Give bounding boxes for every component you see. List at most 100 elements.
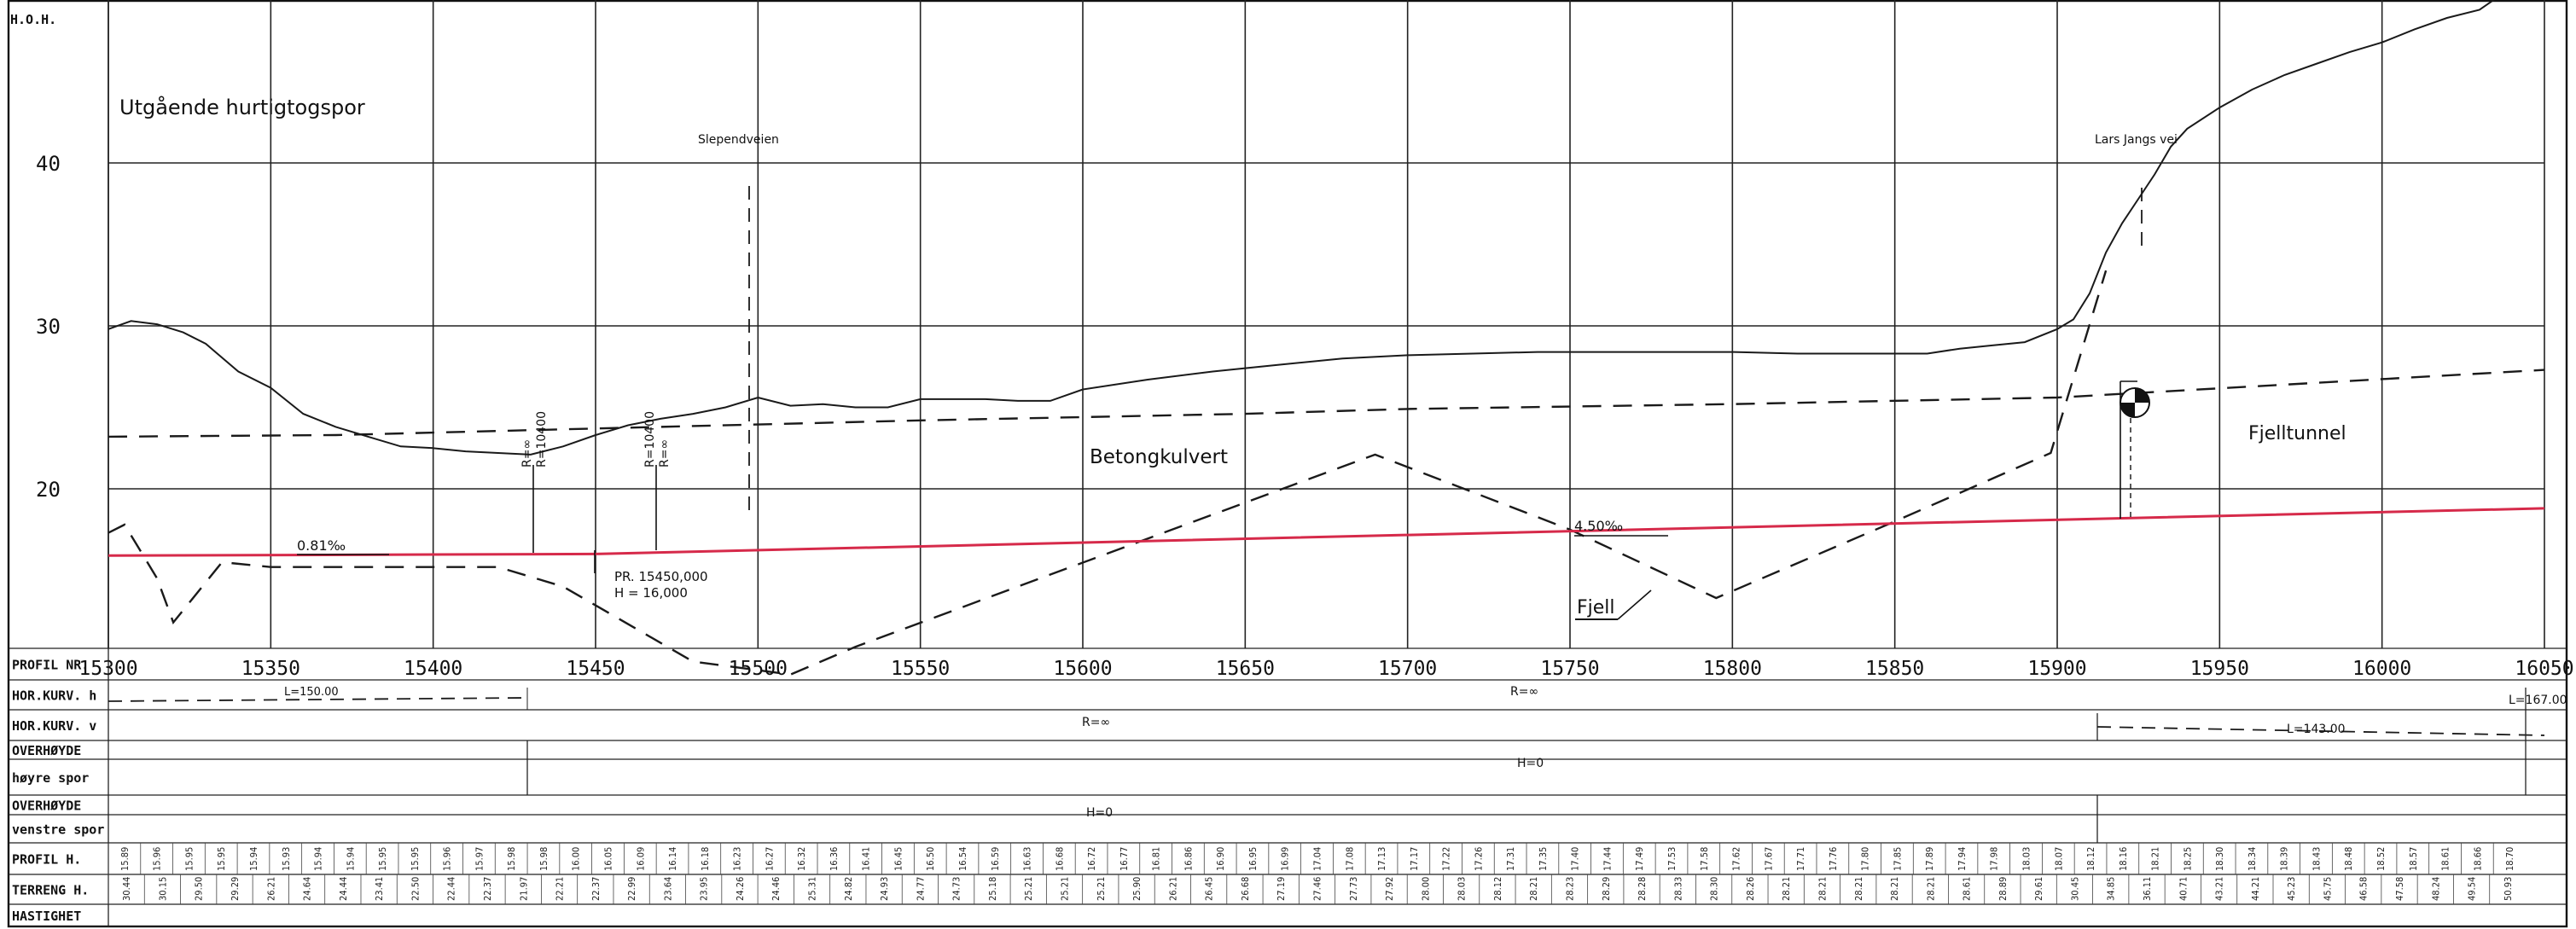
terreng-h-value: 28.21 <box>1925 877 1936 901</box>
terreng-h-value: 34.85 <box>2106 877 2117 901</box>
profil-h-value: 18.61 <box>2440 847 2451 871</box>
terreng-h-value: 22.37 <box>590 877 602 901</box>
hor-curve-h-text-1: L=150.00 <box>284 686 339 699</box>
x-tick-label: 15950 <box>2190 658 2249 680</box>
terreng-h-value: 30.45 <box>2069 877 2080 901</box>
terreng-h-value: 24.82 <box>843 877 854 901</box>
terreng-h-value: 25.21 <box>1060 877 1071 901</box>
profil-h-value: 16.18 <box>700 847 711 871</box>
profil-h-value: 17.94 <box>1957 847 1968 871</box>
hor-curve-v-text-2: L=143.00 <box>2287 723 2346 736</box>
terreng-h-value: 23.95 <box>699 877 710 901</box>
profil-h-value: 17.40 <box>1570 847 1581 871</box>
profil-h-value: 17.35 <box>1538 847 1549 871</box>
hor-curve-h-text-3: L=167.00 <box>2509 694 2567 707</box>
profil-h-value: 18.57 <box>2408 847 2419 871</box>
terreng-h-value: 29.61 <box>2033 877 2044 901</box>
y-tick-label: 40 <box>36 152 61 176</box>
series-terrain <box>108 0 2496 456</box>
terreng-h-value: 22.50 <box>410 877 421 901</box>
profil-h-value: 15.95 <box>377 847 388 871</box>
terreng-h-value: 26.45 <box>1204 877 1215 901</box>
profil-h-value: 15.94 <box>248 847 259 871</box>
terreng-h-value: 22.44 <box>446 877 457 901</box>
road-label-slependveien: Slependveien <box>698 133 779 147</box>
terreng-h-value: 25.21 <box>1023 877 1034 901</box>
profil-h-value: 17.89 <box>1924 847 1935 871</box>
table-row-label: OVERHØYDE <box>12 798 81 814</box>
y-axis-ticks: 20 30 40 <box>36 152 61 502</box>
overhoyde-v-text: H=0 <box>1086 806 1113 820</box>
terreng-h-value: 24.44 <box>338 877 349 901</box>
terreng-h-value: 45.23 <box>2286 877 2297 901</box>
table-row-label: venstre spor <box>12 822 104 838</box>
table-row-label: OVERHØYDE <box>12 743 81 758</box>
profil-h-value: 18.52 <box>2375 847 2387 871</box>
terreng-h-value: 22.99 <box>626 877 637 901</box>
profil-h-value: 16.14 <box>667 847 678 871</box>
profil-h-value: 18.21 <box>2150 847 2161 871</box>
terreng-h-value: 25.18 <box>987 877 998 901</box>
x-tick-label: 15700 <box>1378 658 1437 680</box>
x-tick-label: 15800 <box>1703 658 1762 680</box>
profil-h-value: 16.90 <box>1215 847 1226 871</box>
pvi-station-label: PR. 15450,000 <box>614 569 708 584</box>
profil-h-value: 16.95 <box>1247 847 1259 871</box>
x-tick-label: 16000 <box>2352 658 2411 680</box>
terreng-h-value: 28.12 <box>1492 877 1503 901</box>
table-row-label: PROFIL NR. <box>12 658 89 673</box>
profil-h-value: 17.08 <box>1344 847 1355 871</box>
profil-h-value: 17.58 <box>1699 847 1710 871</box>
series-rock <box>108 270 2108 676</box>
profil-h-value: 17.22 <box>1441 847 1452 871</box>
x-tick-label: 16050 <box>2515 658 2573 680</box>
profil-h-value: 16.77 <box>1119 847 1130 871</box>
terreng-h-value: 28.28 <box>1637 877 1648 901</box>
terreng-h-value: 36.11 <box>2142 877 2153 901</box>
profil-h-value: 16.50 <box>925 847 936 871</box>
terreng-h-value: 28.21 <box>1528 877 1539 901</box>
profil-h-value: 18.30 <box>2214 847 2225 871</box>
profil-h-value: 17.13 <box>1376 847 1387 871</box>
terreng-h-value: 24.93 <box>879 877 890 901</box>
terreng-h-value: 26.68 <box>1240 877 1251 901</box>
road-label-lars-jangs-vei: Lars Jangs vei <box>2095 133 2178 147</box>
profil-h-value: 16.00 <box>571 847 582 871</box>
profil-h-value: 17.67 <box>1763 847 1774 871</box>
drawing-title: Utgående hurtigtogspor <box>119 95 365 119</box>
x-tick-label: 15750 <box>1540 658 1599 680</box>
profil-h-value: 16.99 <box>1280 847 1291 871</box>
profil-h-value: 16.27 <box>764 847 775 871</box>
profil-h-value: 15.94 <box>345 847 356 871</box>
profil-h-value: 15.96 <box>152 847 163 871</box>
table-row-label: HOR.KURV. h <box>12 688 96 704</box>
x-tick-label: 15300 <box>79 658 137 680</box>
profil-h-value: 18.39 <box>2279 847 2290 871</box>
terreng-h-value: 47.58 <box>2394 877 2405 901</box>
profil-h-value: 16.63 <box>1022 847 1033 871</box>
terreng-h-value: 22.21 <box>555 877 566 901</box>
profil-h-value: 18.16 <box>2118 847 2129 871</box>
profil-h-value: 15.98 <box>538 847 550 871</box>
profil-h-value: 16.41 <box>861 847 872 871</box>
table-row-label: HOR.KURV. v <box>12 718 96 734</box>
x-tick-label: 15350 <box>241 658 300 680</box>
terreng-h-value: 26.21 <box>1167 877 1178 901</box>
y-tick-label: 20 <box>36 478 61 502</box>
profil-h-value: 15.93 <box>281 847 292 871</box>
profil-h-value: 18.48 <box>2343 847 2354 871</box>
vc-1-label-top: R=∞ <box>520 439 534 467</box>
terreng-h-value: 44.21 <box>2250 877 2261 901</box>
profil-h-value: 17.98 <box>1989 847 2000 871</box>
profile-number-ticks: 15300 15350 15400 15450 15500 15550 15600 15650… <box>79 658 2574 904</box>
profil-h-value: 17.76 <box>1828 847 1839 871</box>
terreng-h-value: 45.75 <box>2322 877 2333 901</box>
terreng-h-value: 28.29 <box>1601 877 1612 901</box>
x-tick-label: 15550 <box>891 658 950 680</box>
terreng-h-value: 23.41 <box>374 877 385 901</box>
x-tick-label: 15850 <box>1865 658 1924 680</box>
profil-h-value: 16.05 <box>602 847 613 871</box>
terreng-h-value: 50.93 <box>2503 877 2514 901</box>
x-tick-label: 15650 <box>1216 658 1275 680</box>
